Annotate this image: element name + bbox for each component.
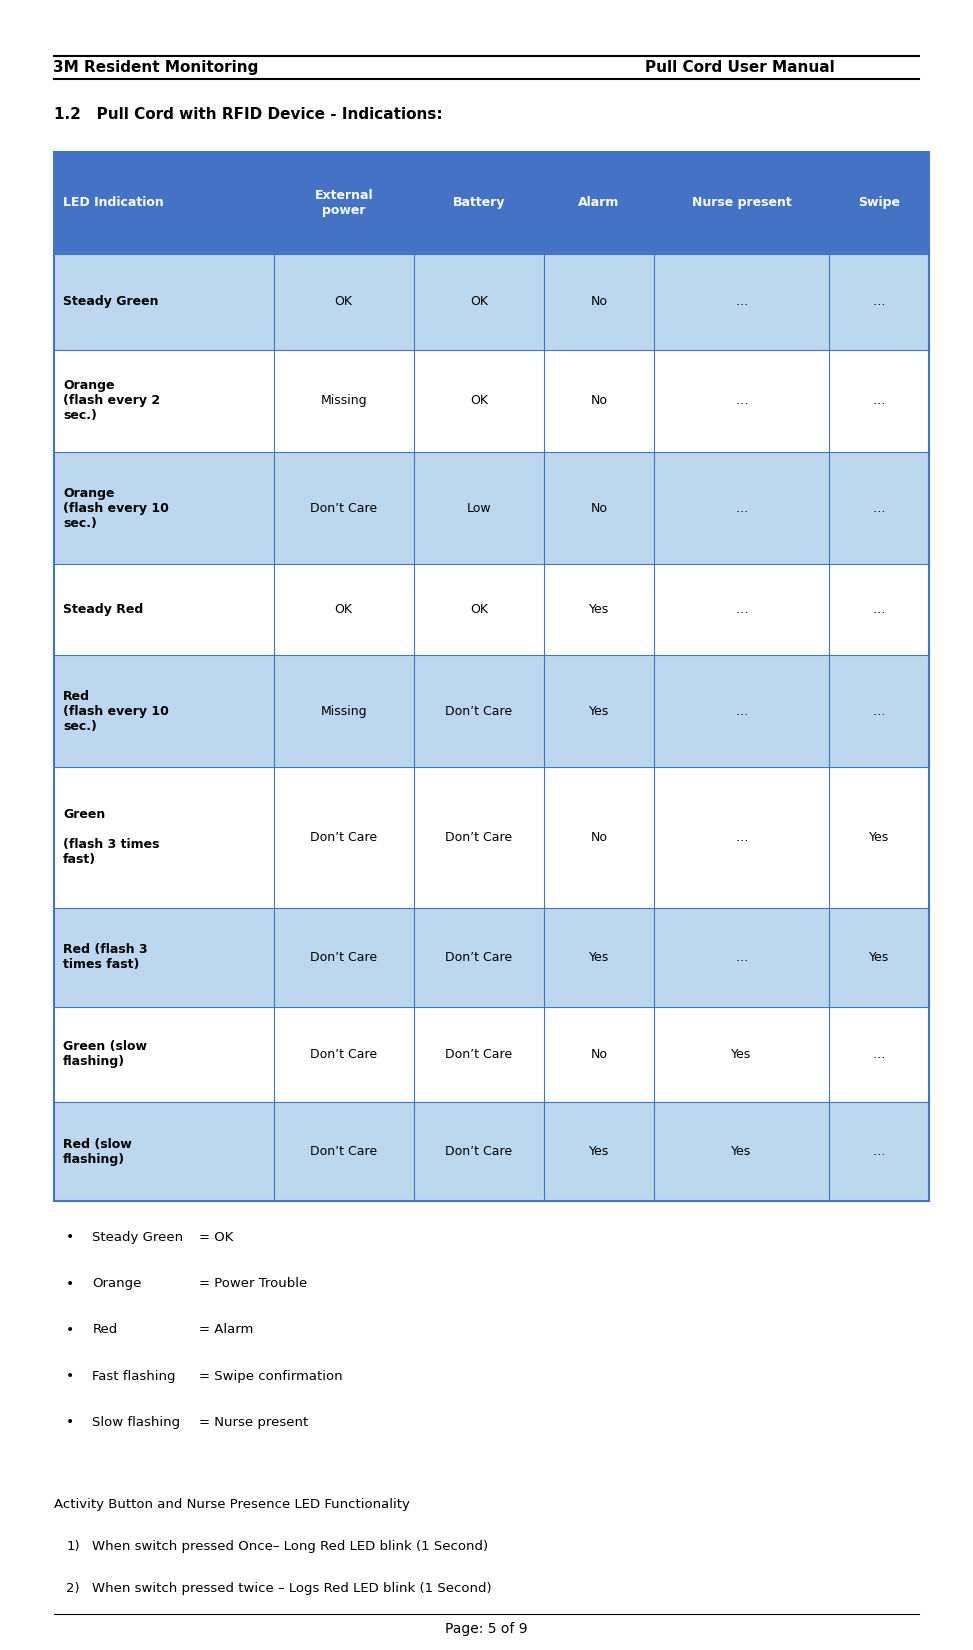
Text: Don’t Care: Don’t Care xyxy=(310,502,378,515)
Text: OK: OK xyxy=(470,604,487,615)
Text: •: • xyxy=(66,1277,74,1290)
Text: Yes: Yes xyxy=(589,705,609,718)
Text: No: No xyxy=(591,832,607,843)
Text: Missing: Missing xyxy=(320,705,367,718)
Text: External
power: External power xyxy=(314,190,373,216)
Bar xyxy=(54,452,929,564)
Bar xyxy=(54,152,929,1201)
Text: Missing: Missing xyxy=(320,394,367,408)
Text: Yes: Yes xyxy=(869,950,889,964)
Text: •: • xyxy=(66,1416,74,1429)
Text: Page: 5 of 9: Page: 5 of 9 xyxy=(446,1622,527,1635)
Text: Yes: Yes xyxy=(589,950,609,964)
Text: Green (slow
flashing): Green (slow flashing) xyxy=(63,1041,147,1068)
Text: Swipe: Swipe xyxy=(858,196,900,210)
Text: = Nurse present: = Nurse present xyxy=(199,1416,308,1429)
Text: Don’t Care: Don’t Care xyxy=(310,832,378,843)
Text: Alarm: Alarm xyxy=(578,196,620,210)
Bar xyxy=(54,767,929,908)
Text: Red
(flash every 10
sec.): Red (flash every 10 sec.) xyxy=(63,690,169,733)
Bar xyxy=(54,1102,929,1201)
Text: 1.2   Pull Cord with RFID Device - Indications:: 1.2 Pull Cord with RFID Device - Indicat… xyxy=(54,107,442,122)
Text: Don’t Care: Don’t Care xyxy=(446,1048,513,1061)
Text: = Power Trouble: = Power Trouble xyxy=(199,1277,307,1290)
Text: OK: OK xyxy=(470,394,487,408)
Text: …: … xyxy=(736,295,748,309)
Text: Don’t Care: Don’t Care xyxy=(310,1048,378,1061)
Text: Yes: Yes xyxy=(732,1048,752,1061)
Text: …: … xyxy=(736,832,748,843)
Text: …: … xyxy=(736,394,748,408)
Text: = OK: = OK xyxy=(199,1231,234,1244)
Bar xyxy=(54,152,929,254)
Text: …: … xyxy=(873,1145,885,1158)
Text: …: … xyxy=(873,1048,885,1061)
Text: Don’t Care: Don’t Care xyxy=(446,832,513,843)
Text: No: No xyxy=(591,502,607,515)
Text: = Swipe confirmation: = Swipe confirmation xyxy=(199,1370,343,1383)
Text: 2): 2) xyxy=(66,1582,80,1596)
Text: 3M Resident Monitoring: 3M Resident Monitoring xyxy=(53,59,259,76)
Text: Yes: Yes xyxy=(589,1145,609,1158)
Text: Steady Green: Steady Green xyxy=(92,1231,184,1244)
Text: Low: Low xyxy=(466,502,491,515)
Text: Activity Button and Nurse Presence LED Functionality: Activity Button and Nurse Presence LED F… xyxy=(54,1498,410,1511)
Text: •: • xyxy=(66,1231,74,1244)
Text: No: No xyxy=(591,295,607,309)
Text: Orange
(flash every 2
sec.): Orange (flash every 2 sec.) xyxy=(63,380,161,422)
Text: Red: Red xyxy=(92,1323,118,1337)
Bar xyxy=(54,908,929,1006)
Text: When switch pressed Once– Long Red LED blink (1 Second): When switch pressed Once– Long Red LED b… xyxy=(92,1539,488,1553)
Text: Nurse present: Nurse present xyxy=(692,196,791,210)
Bar xyxy=(54,350,929,452)
Text: Don’t Care: Don’t Care xyxy=(310,1145,378,1158)
Text: Steady Green: Steady Green xyxy=(63,295,159,309)
Text: OK: OK xyxy=(335,295,353,309)
Text: Steady Red: Steady Red xyxy=(63,604,143,615)
Text: Don’t Care: Don’t Care xyxy=(310,950,378,964)
Text: OK: OK xyxy=(470,295,487,309)
Bar xyxy=(54,655,929,767)
Text: Yes: Yes xyxy=(869,832,889,843)
Text: …: … xyxy=(736,502,748,515)
Text: •: • xyxy=(66,1323,74,1337)
Text: Yes: Yes xyxy=(589,604,609,615)
Text: Red (flash 3
times fast): Red (flash 3 times fast) xyxy=(63,944,148,970)
Text: OK: OK xyxy=(335,604,353,615)
Text: Orange
(flash every 10
sec.): Orange (flash every 10 sec.) xyxy=(63,487,169,530)
Text: Red (slow
flashing): Red (slow flashing) xyxy=(63,1138,132,1165)
Bar xyxy=(54,1006,929,1102)
Text: …: … xyxy=(873,604,885,615)
Text: Don’t Care: Don’t Care xyxy=(446,950,513,964)
Text: 1): 1) xyxy=(66,1539,80,1553)
Text: …: … xyxy=(873,502,885,515)
Text: Orange: Orange xyxy=(92,1277,142,1290)
Text: Fast flashing: Fast flashing xyxy=(92,1370,176,1383)
Text: Green

(flash 3 times
fast): Green (flash 3 times fast) xyxy=(63,808,160,866)
Text: Don’t Care: Don’t Care xyxy=(446,1145,513,1158)
Text: Pull Cord User Manual: Pull Cord User Manual xyxy=(644,59,835,76)
Text: …: … xyxy=(873,394,885,408)
Text: Don’t Care: Don’t Care xyxy=(446,705,513,718)
Text: …: … xyxy=(736,950,748,964)
Text: …: … xyxy=(873,295,885,309)
Text: No: No xyxy=(591,394,607,408)
Text: = Alarm: = Alarm xyxy=(199,1323,254,1337)
Text: When switch pressed twice – Logs Red LED blink (1 Second): When switch pressed twice – Logs Red LED… xyxy=(92,1582,492,1596)
Text: Battery: Battery xyxy=(452,196,505,210)
Bar xyxy=(54,254,929,350)
Text: LED Indication: LED Indication xyxy=(63,196,164,210)
Text: No: No xyxy=(591,1048,607,1061)
Text: …: … xyxy=(736,705,748,718)
Text: Yes: Yes xyxy=(732,1145,752,1158)
Text: …: … xyxy=(873,705,885,718)
Text: •: • xyxy=(66,1370,74,1383)
Text: Slow flashing: Slow flashing xyxy=(92,1416,181,1429)
Text: …: … xyxy=(736,604,748,615)
Bar xyxy=(54,564,929,655)
